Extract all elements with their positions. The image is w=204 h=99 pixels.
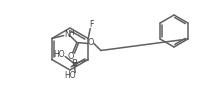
Text: N: N <box>64 30 70 39</box>
Text: F: F <box>89 20 93 29</box>
Text: H: H <box>68 30 74 36</box>
Text: O: O <box>88 38 94 47</box>
Text: HO: HO <box>64 71 76 80</box>
Text: O: O <box>68 52 74 61</box>
Text: HO: HO <box>53 50 65 59</box>
Text: B: B <box>71 59 77 68</box>
